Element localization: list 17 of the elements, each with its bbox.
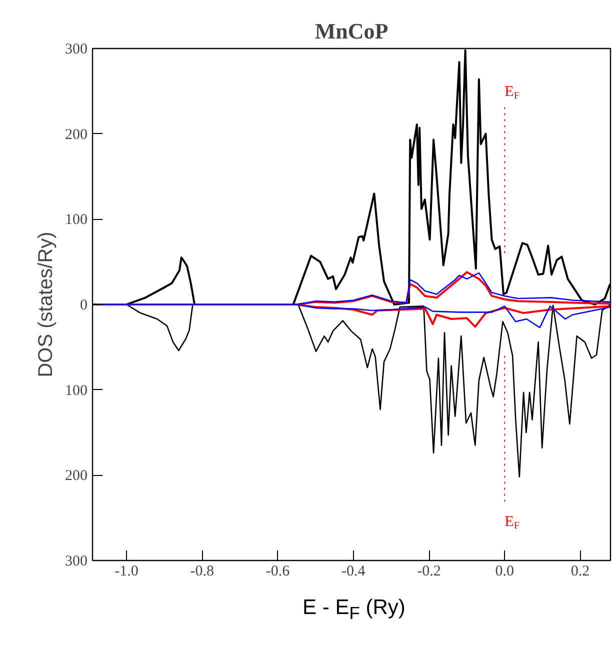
y-tick-label: 200 [65,126,88,143]
y-tick-label: 300 [65,42,88,58]
y-tick-label: 0 [80,298,88,314]
y-tick-label: 100 [65,382,88,399]
x-tick-label: -0.4 [342,564,366,580]
x-tick-label: -0.6 [266,564,290,580]
y-tick-label: 100 [65,212,88,228]
y-tick-label: 200 [65,468,88,484]
x-tick-label: -1.0 [114,564,138,580]
x-tick-label: -0.2 [417,564,441,580]
chart-title: MnCoP [314,18,388,44]
y-axis-title: DOS (states/Ry) [35,232,57,378]
x-tick-label: 0.0 [495,564,514,580]
x-axis-title: E - E$_{F}$ (Ry) [302,595,406,626]
y-tick-label: 300 [65,554,88,570]
x-tick-label: -0.8 [190,564,214,580]
x-tick-label: 0.2 [570,564,590,580]
